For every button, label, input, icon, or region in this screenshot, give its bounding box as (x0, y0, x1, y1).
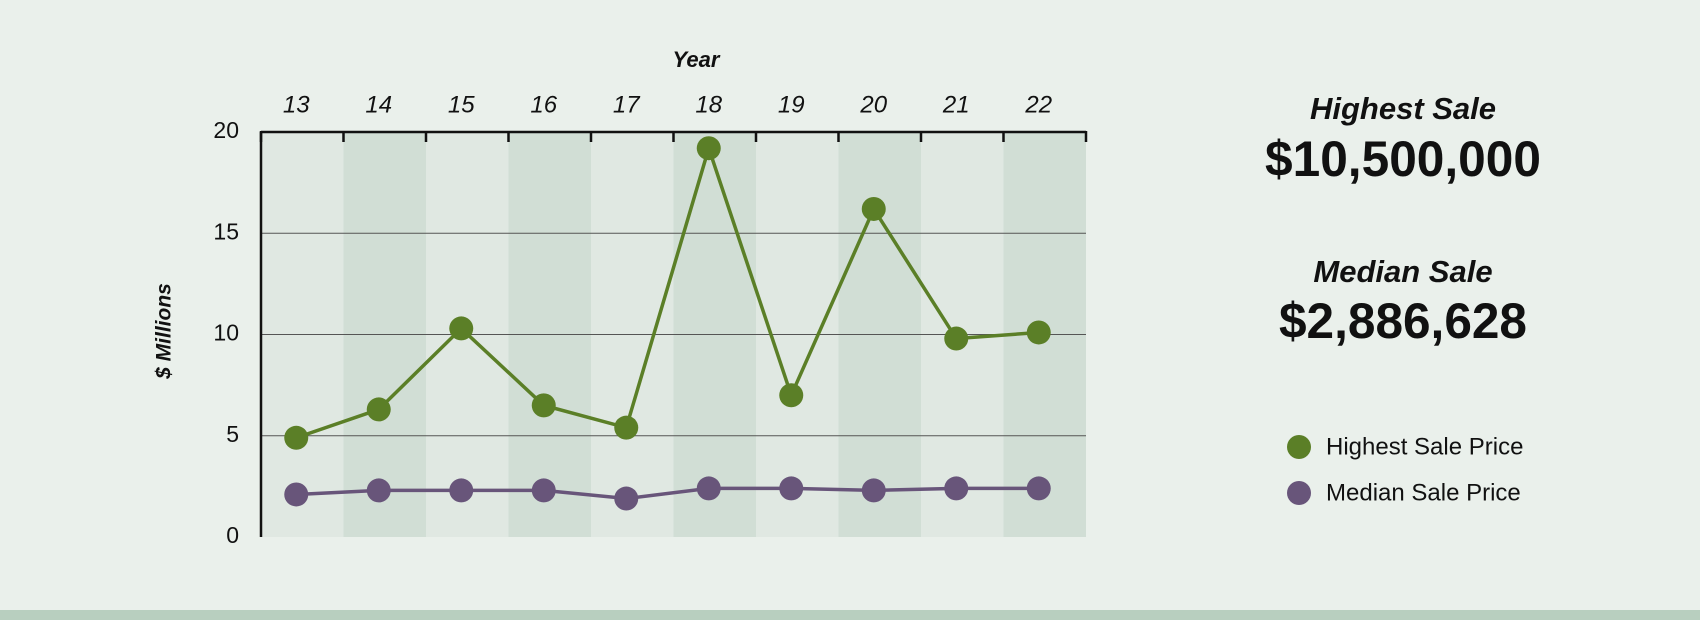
legend-label: Highest Sale Price (1326, 433, 1523, 460)
point-marker (531, 478, 556, 503)
x-tick-label: 18 (695, 91, 722, 118)
series-line (296, 486, 1039, 501)
point-marker (366, 478, 391, 503)
point-marker (1026, 476, 1051, 501)
legend-label: Median Sale Price (1326, 479, 1521, 506)
point-marker (284, 425, 309, 450)
point-marker (861, 196, 886, 221)
x-tick-label: 21 (942, 91, 970, 118)
legend-marker (1287, 435, 1311, 459)
point-marker (944, 476, 969, 501)
point-marker (1026, 320, 1051, 345)
y-tick-label: 15 (213, 218, 239, 244)
y-tick-label: 10 (213, 320, 239, 346)
y-axis-title: $ Millions (153, 283, 176, 380)
x-tick-label: 19 (778, 91, 805, 118)
legend-marker (1287, 481, 1311, 505)
point-marker (779, 476, 804, 501)
point-marker (614, 415, 639, 440)
x-tick-label: 17 (613, 91, 641, 118)
point-marker (779, 383, 804, 408)
point-marker (696, 136, 721, 161)
stat-label: Highest Sale (1310, 91, 1496, 126)
y-tick-label: 20 (213, 117, 239, 143)
x-axis-title: Year (673, 47, 721, 72)
x-tick-label: 22 (1024, 91, 1052, 118)
y-tick-label: 5 (226, 421, 239, 447)
footer-stripe (0, 610, 1700, 620)
point-marker (366, 397, 391, 422)
stat-value: $10,500,000 (1265, 131, 1541, 187)
x-tick-label: 14 (365, 91, 392, 118)
point-marker (944, 326, 969, 351)
x-tick-label: 13 (283, 91, 310, 118)
y-tick-label: 0 (226, 522, 239, 548)
point-marker (614, 486, 639, 511)
point-marker (449, 316, 474, 341)
x-tick-label: 20 (859, 91, 887, 118)
x-tick-label: 15 (448, 91, 475, 118)
point-marker (696, 476, 721, 501)
point-marker (861, 478, 886, 503)
series-line (295, 142, 1039, 440)
point-marker (531, 393, 556, 418)
point-marker (449, 478, 474, 503)
point-marker (284, 482, 309, 507)
stat-label: Median Sale (1313, 254, 1492, 289)
stat-value: $2,886,628 (1279, 293, 1527, 349)
x-tick-label: 16 (530, 91, 557, 118)
